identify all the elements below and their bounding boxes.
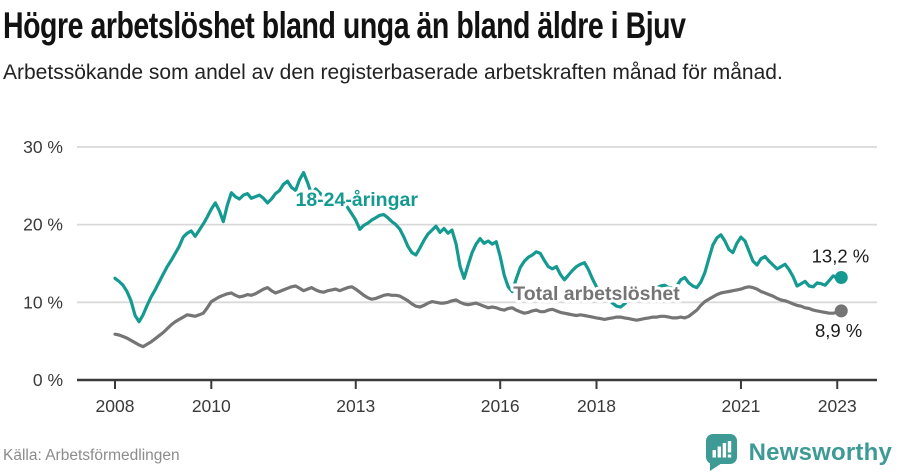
x-axis-label-2023: 2023 [818,396,857,416]
end-value-total: 8,9 % [815,320,862,341]
end-dot-youth [834,270,848,284]
chart-subtitle: Arbetssökande som andel av den registerb… [3,61,783,84]
newsworthy-logo-text: Newsworthy [748,438,892,466]
end-value-youth: 13,2 % [812,245,870,266]
newsworthy-logo: Newsworthy [705,433,892,472]
x-axis-label-2016: 2016 [481,396,520,416]
source-note: Källa: Arbetsförmedlingen [3,447,180,464]
x-axis-label-2013: 2013 [336,396,375,416]
series-label-total: Total arbetslöshet [513,283,680,305]
y-axis-label-0: 0 % [33,370,63,390]
series-line-youth [113,171,843,324]
exclamation-dot [727,454,731,458]
series-label-youth: 18-24-åringar [295,188,418,211]
y-axis-label-30: 30 % [23,137,63,157]
end-dot-total [834,304,848,318]
x-axis-label-2010: 2010 [192,396,231,416]
x-axis-label-2021: 2021 [721,396,760,416]
page-title: Högre arbetslöshet bland unga än bland ä… [3,5,686,46]
x-axis-label-2008: 2008 [96,396,135,416]
series-line-total [113,284,843,349]
exclamation-bar [727,441,731,453]
newsworthy-logo-icon [705,434,737,471]
x-axis-label-2018: 2018 [577,396,616,416]
y-axis-label-10: 10 % [23,292,63,312]
y-axis-label-20: 20 % [23,215,63,235]
